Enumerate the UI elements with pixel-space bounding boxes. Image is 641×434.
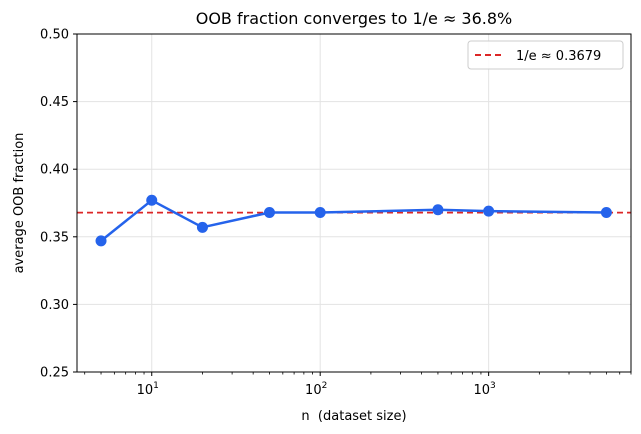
x-tick-label: 102 — [305, 381, 327, 398]
data-point — [314, 206, 326, 218]
grid — [77, 33, 631, 373]
y-tick-label: 0.35 — [40, 230, 69, 245]
legend-label-reference: 1/e ≈ 0.3679 — [516, 49, 601, 64]
plot-frame — [76, 33, 632, 373]
data-point — [95, 235, 107, 247]
data-point — [483, 205, 495, 217]
x-tick-label: 103 — [474, 381, 496, 398]
y-tick-label: 0.30 — [40, 298, 69, 313]
y-tick-label: 0.25 — [40, 366, 69, 381]
legend: 1/e ≈ 0.3679 — [467, 40, 624, 70]
series-layer — [95, 194, 612, 247]
data-point — [196, 221, 208, 233]
y-tick-label: 0.45 — [40, 95, 69, 110]
series-line — [100, 199, 607, 242]
x-tick-label: 101 — [137, 381, 159, 398]
y-tick-label: 0.50 — [40, 28, 69, 43]
chart-title: OOB fraction converges to 1/e ≈ 36.8% — [196, 9, 513, 28]
x-axis-label: n (dataset size) — [301, 409, 406, 424]
data-point — [146, 194, 158, 206]
y-tick-label: 0.40 — [40, 163, 69, 178]
axis-ticks: 0.25 0.30 0.35 0.40 0.45 0.50 101 102 103 — [40, 28, 632, 398]
data-point — [432, 204, 444, 216]
data-point — [600, 206, 612, 218]
legend-box — [467, 40, 624, 70]
data-point — [263, 206, 275, 218]
y-axis-label: average OOB fraction — [12, 133, 27, 274]
